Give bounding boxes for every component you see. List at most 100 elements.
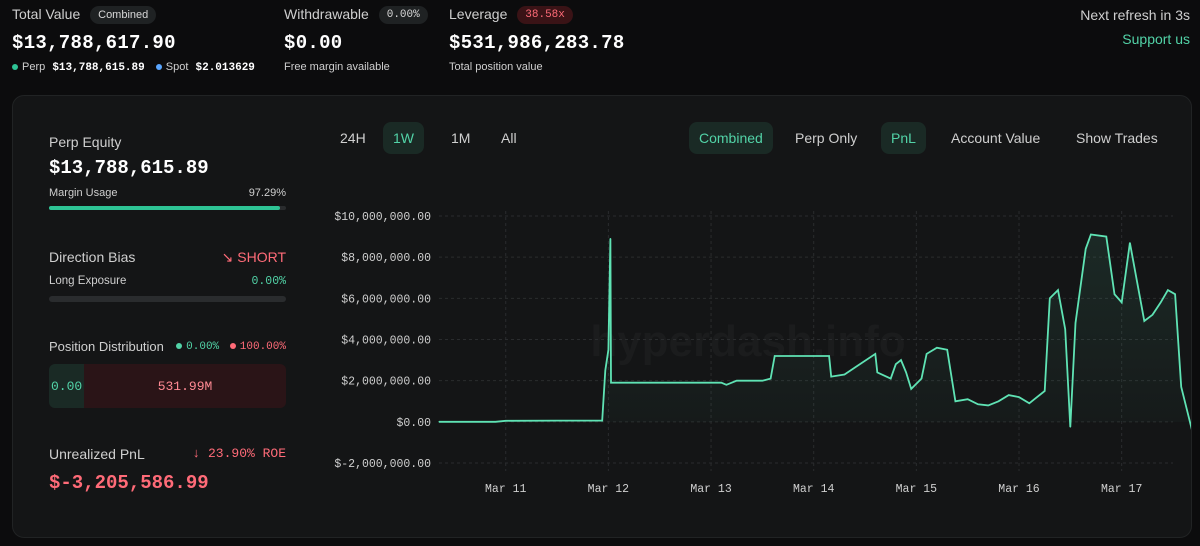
metric-pnl-button[interactable]: PnL bbox=[881, 122, 926, 154]
range-24h-button[interactable]: 24H bbox=[340, 130, 366, 146]
spot-label: Spot bbox=[165, 61, 189, 74]
distribution-bar: 0.00 531.99M bbox=[49, 364, 286, 408]
unrealized-pnl-label: Unrealized PnL bbox=[49, 446, 145, 462]
direction-bias-label: Direction Bias bbox=[49, 249, 136, 265]
unrealized-pnl-value: $-3,205,586.99 bbox=[49, 472, 209, 494]
pnl-data-point bbox=[770, 378, 772, 380]
short-dot bbox=[229, 343, 236, 350]
total-value-block: Total Value Combined $13,788,617.90 Perp… bbox=[12, 6, 255, 74]
perp-equity-section: Perp Equity $13,788,615.89 Margin Usage … bbox=[49, 134, 286, 210]
pnl-data-point bbox=[736, 380, 738, 382]
pnl-data-point bbox=[761, 380, 764, 382]
withdrawable-badge: 0.00% bbox=[378, 6, 428, 25]
position-distribution-label: Position Distribution bbox=[49, 339, 164, 354]
pnl-data-point bbox=[1113, 293, 1116, 295]
refresh-block: Next refresh in 3s Support us bbox=[1080, 7, 1190, 47]
pnl-data-point bbox=[1018, 396, 1020, 398]
pnl-data-point bbox=[1187, 415, 1189, 417]
show-trades-button[interactable]: Show Trades bbox=[1076, 130, 1158, 146]
watermark-text: hyperdash.info bbox=[590, 317, 905, 366]
y-tick-label: $4,000,000.00 bbox=[341, 335, 431, 348]
support-link[interactable]: Support us bbox=[1122, 31, 1190, 47]
x-tick-label: Mar 14 bbox=[793, 483, 835, 496]
pnl-data-point bbox=[813, 355, 815, 357]
direction-bias-value-wrap: ↘ SHORT bbox=[222, 249, 286, 266]
long-exposure-value: 0.00% bbox=[251, 275, 286, 288]
unrealized-pnl-section: Unrealized PnL ↓ 23.90% ROE $-3,205,586.… bbox=[49, 446, 286, 494]
pnl-data-point bbox=[895, 363, 897, 365]
account-card: Perp Equity $13,788,615.89 Margin Usage … bbox=[12, 95, 1192, 538]
pnl-data-point bbox=[977, 403, 979, 405]
x-tick-label: Mar 16 bbox=[998, 483, 1040, 496]
metric-account-value-button[interactable]: Account Value bbox=[951, 130, 1041, 146]
perp-value: $13,788,615.89 bbox=[52, 62, 145, 75]
pnl-data-point bbox=[843, 373, 846, 376]
y-tick-label: $0.00 bbox=[396, 417, 431, 430]
y-tick-label: $2,000,000.00 bbox=[341, 376, 431, 389]
pnl-data-point bbox=[987, 404, 989, 406]
perp-label: Perp bbox=[22, 61, 46, 74]
pnl-data-point bbox=[659, 382, 661, 384]
refresh-text: Next refresh in 3s bbox=[1080, 7, 1190, 23]
pnl-data-point bbox=[710, 382, 712, 384]
perp-equity-label: Perp Equity bbox=[49, 134, 122, 150]
pnl-data-point bbox=[830, 376, 832, 378]
pnl-data-point bbox=[494, 421, 497, 423]
mode-perp-only-button[interactable]: Perp Only bbox=[795, 130, 858, 146]
range-1m-button[interactable]: 1M bbox=[451, 130, 471, 146]
leverage-label: Leverage bbox=[449, 6, 508, 22]
pnl-data-point bbox=[1129, 242, 1131, 244]
long-dot bbox=[176, 343, 183, 350]
pnl-data-point bbox=[604, 369, 606, 371]
pnl-data-point bbox=[936, 347, 938, 349]
pnl-data-point bbox=[725, 384, 728, 386]
spot-value: $2.013629 bbox=[195, 62, 255, 75]
withdrawable-label: Withdrawable bbox=[284, 6, 369, 22]
long-amount: 0.00 bbox=[49, 364, 84, 408]
y-tick-label: $8,000,000.00 bbox=[341, 252, 431, 265]
total-value: $13,788,617.90 bbox=[12, 32, 176, 55]
range-1w-button[interactable]: 1W bbox=[383, 122, 424, 154]
pnl-data-point bbox=[556, 420, 558, 422]
pnl-chart: hyperdash.info $10,000,000.00 $8,000,000.… bbox=[334, 211, 1191, 496]
pnl-data-point bbox=[997, 400, 1000, 402]
perp-equity-value: $13,788,615.89 bbox=[49, 157, 209, 179]
pnl-data-point bbox=[967, 398, 969, 400]
pnl-data-point bbox=[610, 382, 612, 384]
pnl-data-point bbox=[1143, 320, 1145, 322]
pnl-data-point bbox=[609, 238, 612, 240]
leverage-badge: 38.58x bbox=[517, 6, 573, 25]
total-value-label: Total Value bbox=[12, 6, 81, 22]
pnl-data-point bbox=[946, 349, 948, 351]
pnl-data-point bbox=[1167, 289, 1169, 291]
x-tick-label: Mar 12 bbox=[588, 483, 630, 496]
pnl-data-point bbox=[1069, 426, 1071, 428]
pnl-data-point bbox=[1074, 322, 1077, 324]
pnl-data-point bbox=[1033, 398, 1035, 400]
pnl-area bbox=[439, 234, 1191, 427]
pnl-data-point bbox=[874, 353, 876, 355]
x-tick-label: Mar 13 bbox=[690, 483, 732, 496]
pnl-data-point bbox=[774, 355, 776, 357]
mode-combined-button[interactable]: Combined bbox=[689, 122, 773, 154]
margin-usage-value: 97.29% bbox=[248, 187, 286, 199]
position-distribution-section: Position Distribution 0.00% 100.00% 0.00… bbox=[49, 339, 286, 408]
pnl-data-point bbox=[720, 382, 722, 384]
margin-usage-label: Margin Usage bbox=[49, 187, 118, 199]
x-tick-label: Mar 11 bbox=[485, 483, 527, 496]
pnl-data-point bbox=[1064, 328, 1066, 330]
pnl-data-point bbox=[438, 421, 440, 423]
y-tick-label: $-2,000,000.00 bbox=[334, 458, 431, 471]
y-tick-label: $10,000,000.00 bbox=[334, 211, 431, 224]
long-exposure-label: Long Exposure bbox=[49, 275, 127, 287]
pnl-data-point bbox=[1174, 293, 1176, 295]
pnl-data-point bbox=[1121, 301, 1123, 303]
range-all-button[interactable]: All bbox=[501, 130, 517, 146]
leverage-value: $531,986,283.78 bbox=[449, 32, 625, 55]
pnl-data-point bbox=[910, 388, 912, 390]
pnl-data-point bbox=[954, 400, 957, 402]
spot-dot bbox=[155, 64, 162, 71]
long-exposure-bar bbox=[49, 296, 286, 302]
long-pct: 0.00% bbox=[186, 341, 220, 353]
y-tick-label: $6,000,000.00 bbox=[341, 293, 431, 306]
